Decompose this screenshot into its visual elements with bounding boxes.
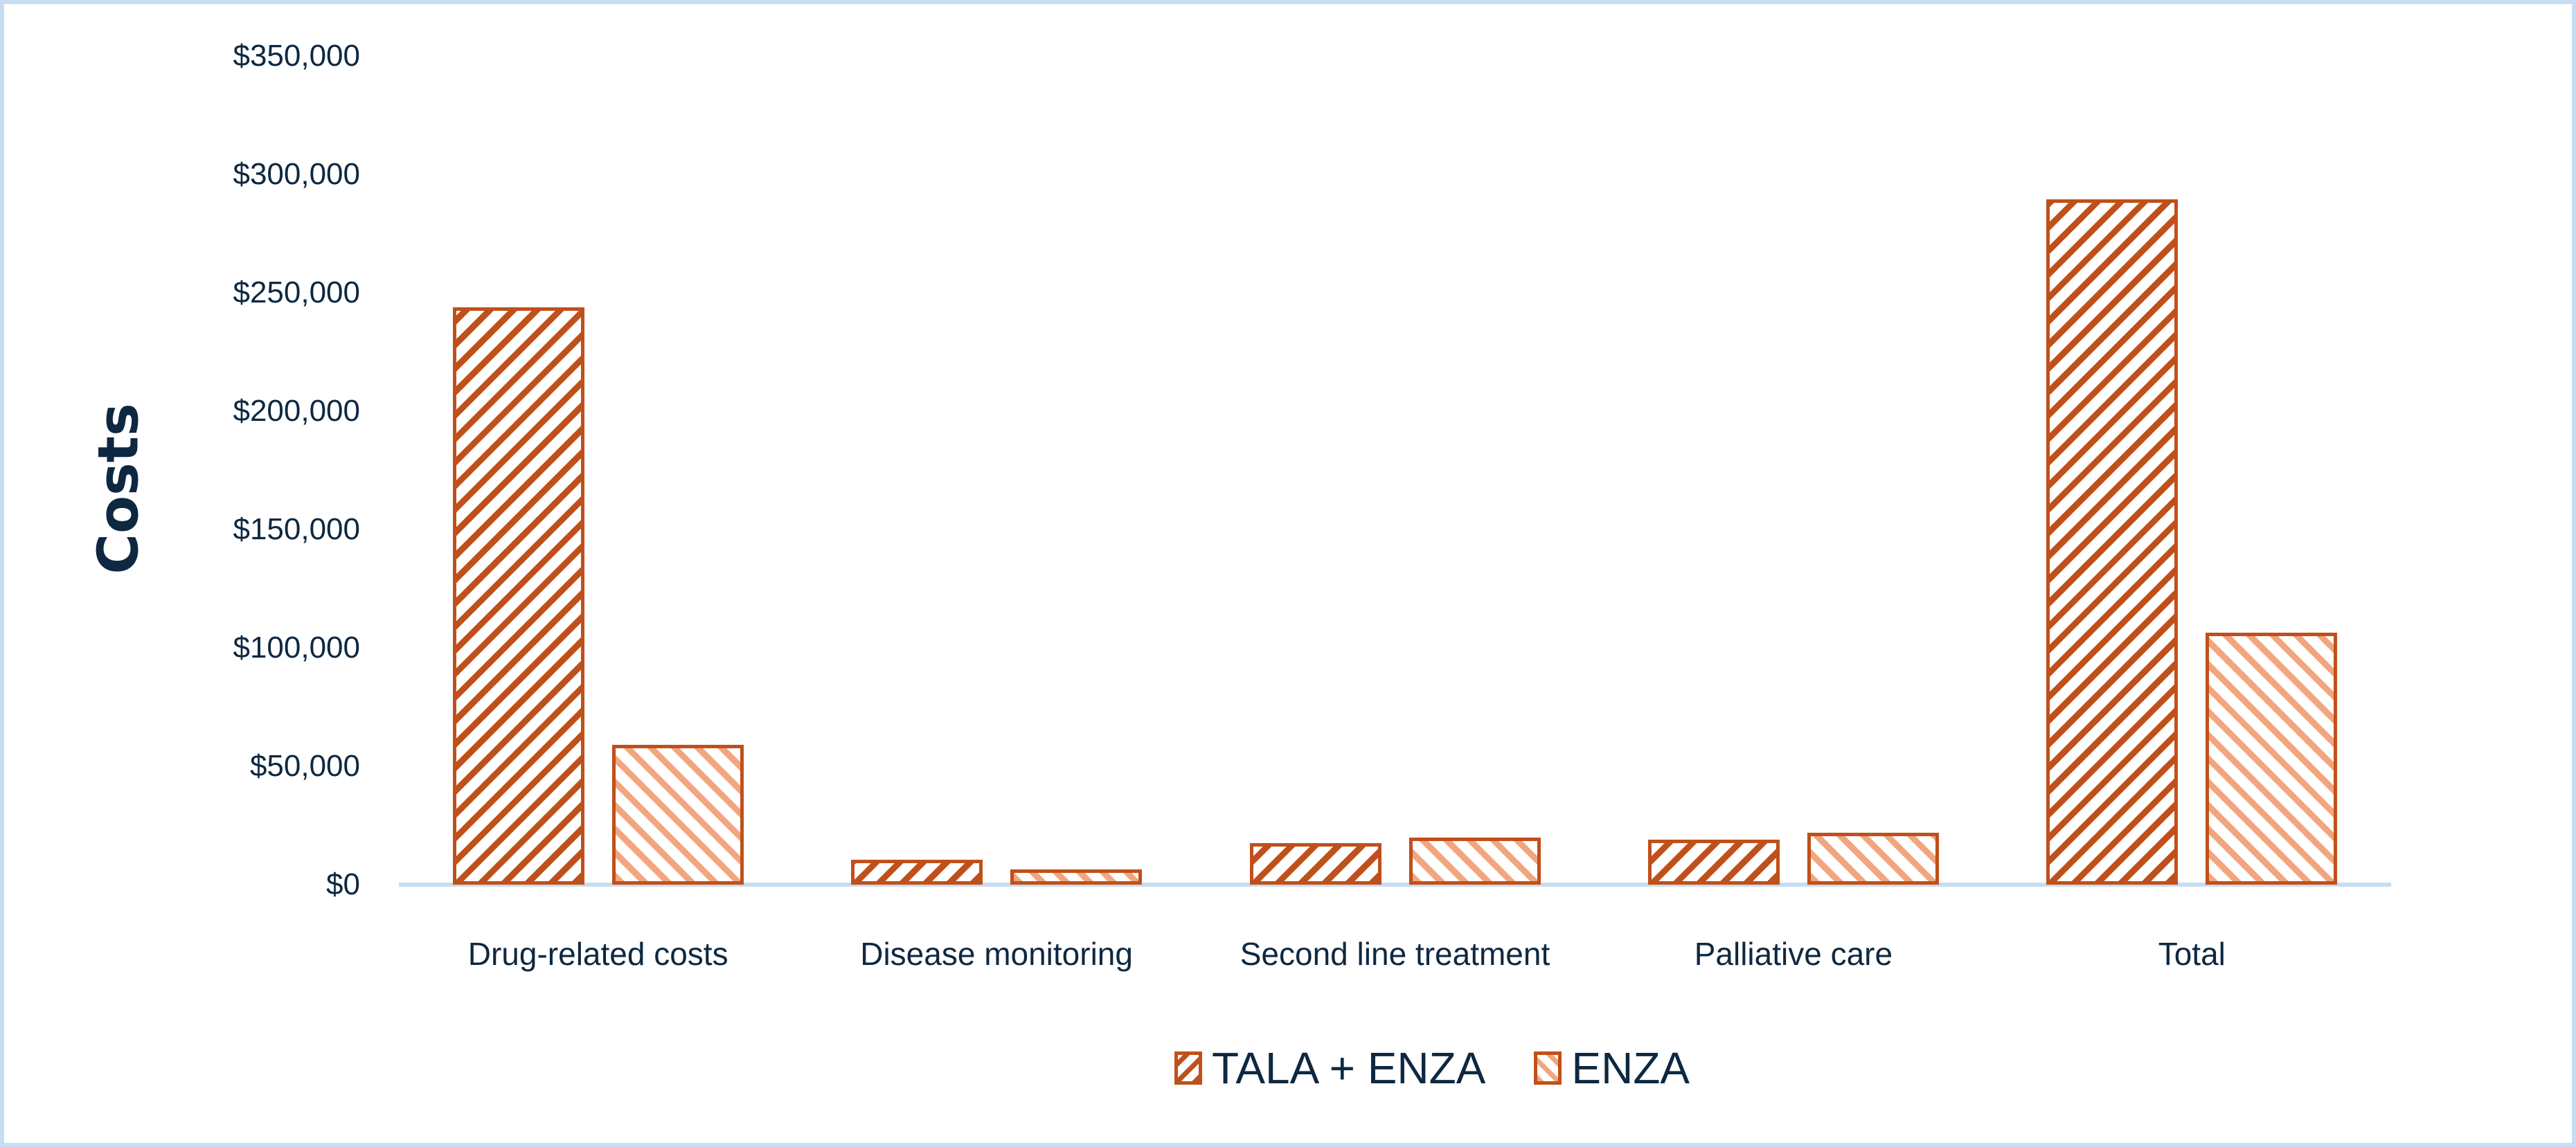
legend-label: TALA + ENZA <box>1212 1043 1486 1093</box>
y-tick-label: $250,000 <box>233 276 360 309</box>
hatch-swatch-icon <box>1534 1051 1562 1085</box>
x-tick-label: Disease monitoring <box>860 936 1133 972</box>
legend-item-tala-enza: TALA + ENZA <box>1174 1042 1485 1094</box>
x-axis-line <box>399 883 2391 887</box>
legend: TALA + ENZA ENZA <box>1174 1042 1738 1094</box>
bar <box>1408 837 1541 885</box>
bar <box>611 745 744 885</box>
bar <box>2206 632 2338 885</box>
bar <box>452 307 584 885</box>
bar <box>1647 840 1780 885</box>
x-tick-label: Second line treatment <box>1240 936 1550 972</box>
y-tick-label: $0 <box>326 867 360 901</box>
legend-item-enza: ENZA <box>1534 1042 1690 1094</box>
bar <box>2046 199 2179 885</box>
y-tick-label: $300,000 <box>233 157 360 191</box>
x-tick-label: Total <box>2158 936 2226 972</box>
bar <box>1249 843 1381 885</box>
legend-label: ENZA <box>1571 1043 1690 1093</box>
y-tick-label: $100,000 <box>233 631 360 665</box>
x-tick-label: Palliative care <box>1694 936 1893 972</box>
hatch-swatch-icon <box>1174 1051 1202 1085</box>
bar <box>1807 832 1939 885</box>
bar <box>851 860 983 885</box>
y-tick-label: $50,000 <box>249 749 360 783</box>
y-tick-label: $150,000 <box>233 512 360 546</box>
bar <box>1010 869 1143 885</box>
y-tick-label: $200,000 <box>233 394 360 428</box>
y-tick-label: $350,000 <box>233 39 360 73</box>
x-tick-label: Drug-related costs <box>467 936 728 972</box>
y-axis-title: Costs <box>86 403 151 575</box>
